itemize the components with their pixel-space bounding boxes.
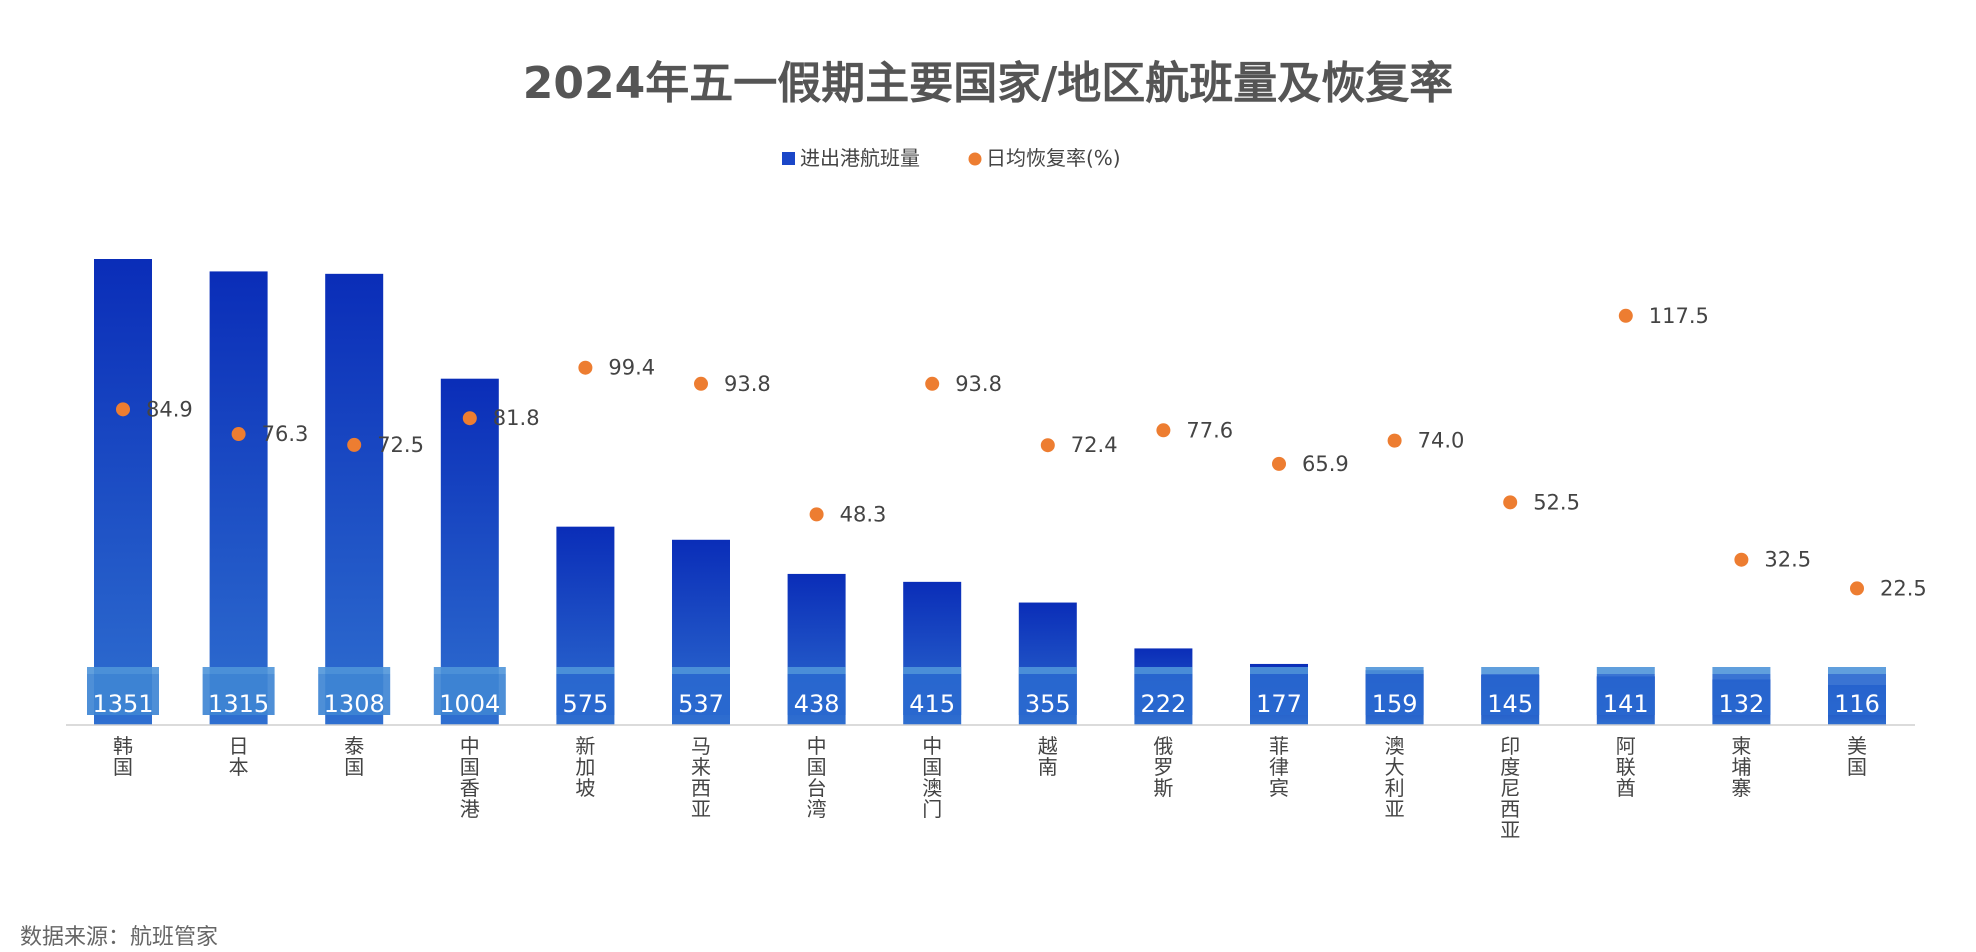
category-label-char: 国	[344, 755, 364, 779]
bar-value-label: 222	[1140, 690, 1186, 718]
legend-swatch-flights	[782, 152, 795, 165]
bar-value-label: 1308	[324, 690, 385, 718]
recovery-value-label: 93.8	[724, 372, 771, 396]
bar-label-band-top	[1597, 667, 1655, 674]
recovery-point	[1503, 495, 1517, 509]
bar-label-band-top	[318, 667, 390, 674]
recovery-point	[810, 507, 824, 521]
category-label-char: 亚	[1500, 818, 1520, 842]
recovery-point	[463, 411, 477, 425]
bar-label-band-top	[1134, 667, 1192, 674]
category-label-char: 本	[229, 755, 249, 779]
recovery-point	[1734, 553, 1748, 567]
recovery-point	[116, 402, 130, 416]
legend-label-recovery: 日均恢复率(%)	[986, 146, 1121, 170]
recovery-value-label: 22.5	[1880, 576, 1927, 600]
bar-value-label: 177	[1256, 690, 1302, 718]
recovery-point	[578, 361, 592, 375]
bar-value-label: 1315	[208, 690, 269, 718]
category-label-char: 门	[922, 797, 942, 821]
recovery-value-label: 117.5	[1649, 304, 1709, 328]
bar-label-band-top	[1366, 667, 1424, 674]
bar-label-band-top	[1019, 667, 1077, 674]
bar	[210, 271, 268, 725]
recovery-value-label: 65.9	[1302, 452, 1349, 476]
category-label-char: 酋	[1616, 776, 1636, 800]
bar-value-label: 415	[909, 690, 955, 718]
category-label-char: 湾	[807, 797, 827, 821]
category-label-char: 国	[113, 755, 133, 779]
bar-label-band-top	[203, 667, 275, 674]
category-label-char: 寨	[1731, 776, 1751, 800]
recovery-point	[1850, 581, 1864, 595]
category-label-char: 斯	[1153, 776, 1173, 800]
recovery-value-label: 99.4	[608, 356, 655, 380]
recovery-point	[1156, 423, 1170, 437]
bar-label-band-top	[903, 667, 961, 674]
recovery-value-label: 81.8	[493, 406, 540, 430]
recovery-point	[925, 377, 939, 391]
bar-value-label: 1351	[92, 690, 153, 718]
bar-label-band-top	[434, 667, 506, 674]
recovery-value-label: 52.5	[1533, 490, 1580, 514]
source-note: 数据来源：航班管家	[20, 925, 218, 950]
bar-label-band-top	[1828, 667, 1886, 674]
category-label-char: 亚	[691, 797, 711, 821]
bar-value-label: 159	[1372, 690, 1418, 718]
bar-value-label: 141	[1603, 690, 1649, 718]
bar-label-band-top	[1712, 667, 1770, 674]
bar-label-band-top	[672, 667, 730, 674]
recovery-value-label: 77.6	[1186, 418, 1233, 442]
chart-title: 2024年五一假期主要国家/地区航班量及恢复率	[523, 58, 1454, 109]
recovery-point	[347, 438, 361, 452]
recovery-value-label: 76.3	[262, 422, 309, 446]
recovery-value-labels: 84.9 76.3 72.5 81.8 99.4 93.8 48.3 93.8 72.4 77.6…	[146, 304, 1927, 601]
bar-label-band-top	[556, 667, 614, 674]
recovery-point	[1388, 434, 1402, 448]
bar-label-band-top	[87, 667, 159, 674]
category-label-char: 宾	[1269, 776, 1289, 800]
recovery-point	[694, 377, 708, 391]
bar-value-labels: 1351 1315 1308 1004 575 537 438 415 355 222 177 159…	[87, 667, 1886, 718]
bar	[94, 259, 152, 725]
recovery-value-label: 84.9	[146, 397, 193, 421]
bar-series	[94, 259, 1886, 725]
recovery-point	[1619, 309, 1633, 323]
bar-label-band-top	[788, 667, 846, 674]
bar-value-label: 438	[794, 690, 840, 718]
bar-value-label: 537	[678, 690, 724, 718]
category-label-char: 港	[460, 797, 480, 821]
bar-value-label: 355	[1025, 690, 1071, 718]
bar-value-label: 1004	[439, 690, 500, 718]
recovery-value-label: 32.5	[1764, 548, 1811, 572]
recovery-value-label: 74.0	[1418, 429, 1465, 453]
category-label-char: 坡	[575, 776, 595, 800]
bar-value-label: 575	[562, 690, 608, 718]
bar-value-label: 116	[1834, 690, 1880, 718]
recovery-point	[1272, 457, 1286, 471]
recovery-value-label: 48.3	[840, 502, 887, 526]
recovery-value-label: 72.5	[377, 433, 424, 457]
recovery-point	[232, 427, 246, 441]
legend-label-flights: 进出港航班量	[800, 146, 920, 170]
recovery-point	[1041, 438, 1055, 452]
category-label-char: 国	[1847, 755, 1867, 779]
category-label-char: 南	[1038, 755, 1058, 779]
recovery-value-label: 72.4	[1071, 433, 1118, 457]
bar-label-band-top	[1481, 667, 1539, 674]
legend: 进出港航班量 日均恢复率(%)	[782, 146, 1121, 170]
bar-label-band-top	[1250, 667, 1308, 674]
category-labels: 韩国日本泰国中国香港新加坡马来西亚中国台湾中国澳门越南俄罗斯菲律宾澳大利亚印度尼…	[113, 734, 1867, 842]
bar	[325, 274, 383, 725]
legend-swatch-recovery	[969, 153, 982, 166]
bar-value-label: 145	[1487, 690, 1533, 718]
category-label-char: 亚	[1385, 797, 1405, 821]
recovery-value-label: 93.8	[955, 372, 1002, 396]
bar-value-label: 132	[1718, 690, 1764, 718]
